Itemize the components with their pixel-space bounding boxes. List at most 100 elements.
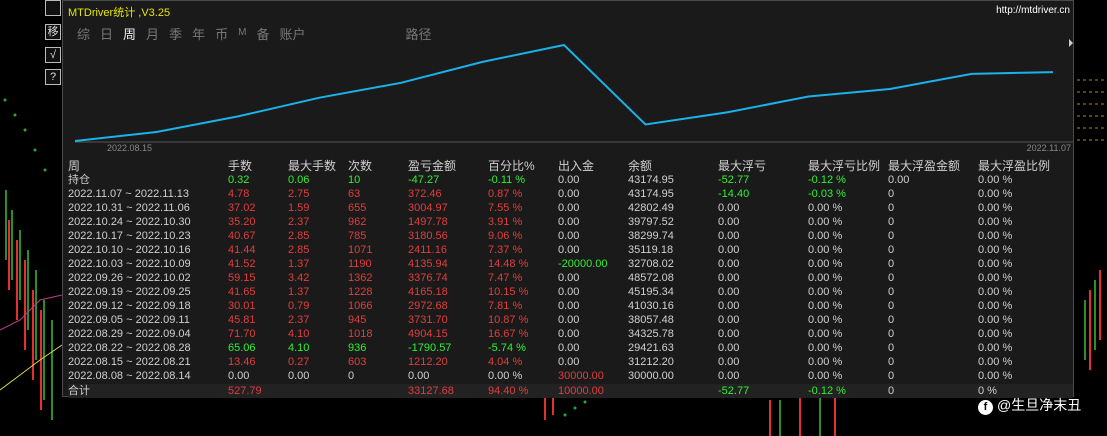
table-cell-col0: 2022.08.22 ~ 2022.08.28: [68, 342, 191, 354]
table-cell-col5: -0.11 %: [488, 174, 526, 186]
table-cell-col8: 0.00: [718, 328, 740, 340]
table-cell-col4: 4135.94: [408, 258, 448, 270]
table-cell-col4: 2411.16: [408, 244, 447, 256]
table-cell-col11: 0.00 %: [978, 258, 1013, 270]
table-cell-col0: 2022.08.08 ~ 2022.08.14: [68, 370, 191, 382]
table-cell-col2: 4.10: [288, 328, 310, 340]
table-cell-col2: 4.10: [288, 342, 310, 354]
table-cell-col9: 最大浮亏比例: [808, 159, 881, 173]
balance-line: [75, 43, 1054, 142]
table-cell-col3: 1018: [348, 328, 373, 340]
table-cell-col0: 2022.08.15 ~ 2022.08.21: [68, 356, 191, 368]
table-cell-col9: 0.00 %: [808, 244, 843, 256]
table-row: 2022.09.26 ~ 2022.10.02 59.15 3.42 1362 3376…: [68, 271, 1073, 285]
table-row: 2022.08.29 ~ 2022.09.04 71.70 4.10 1018 4904…: [68, 327, 1073, 341]
table-row-holding: 持仓 0.32 0.06 10 -47.27 -0.11 % 0.00 43174.95 -52…: [68, 173, 1073, 187]
table-cell-col10: 0: [888, 244, 895, 256]
table-cell-col9: 0.00 %: [808, 314, 843, 326]
table-cell-col10: 0: [888, 370, 895, 382]
check-button[interactable]: √: [45, 47, 61, 63]
table-cell-col5: 7.55 %: [488, 202, 523, 214]
table-cell-col0: 2022.08.29 ~ 2022.09.04: [68, 328, 191, 340]
table-cell-col9: 0.00 %: [808, 342, 843, 354]
tab-month[interactable]: 月: [146, 27, 160, 42]
table-cell-col7: 32708.02: [628, 258, 674, 270]
tab-currency[interactable]: 币: [215, 27, 229, 42]
table-cell-col8: 0.00: [718, 314, 740, 326]
table-cell-col2: 1.37: [288, 286, 310, 298]
table-cell-col1: 0.00: [228, 370, 250, 382]
balance-curve-chart: 2022.08.15 2022.11.07: [75, 39, 1073, 153]
table-row: 2022.08.15 ~ 2022.08.21 13.46 0.27 603 1212.…: [68, 355, 1073, 369]
table-cell-col4: 4904.15: [408, 328, 448, 340]
table-cell-col2: 1.59: [288, 202, 310, 214]
tab-account[interactable]: 账户: [279, 27, 306, 42]
table-cell-col6: 10000.00: [558, 385, 604, 397]
table-cell-col2: 0.27: [288, 356, 310, 368]
table-cell-col8: 0.00: [718, 370, 740, 382]
table-cell-col10: 0: [888, 385, 895, 397]
table-cell-col1: 71.70: [228, 328, 256, 340]
table-cell-col1: 45.81: [228, 314, 256, 326]
table-cell-col3: 1071: [348, 244, 373, 256]
table-cell-col1: 65.06: [228, 342, 256, 354]
table-cell-col4: 3180.56: [408, 230, 448, 242]
table-cell-col8: 0.00: [718, 258, 740, 270]
table-cell-col4: 3004.97: [408, 202, 448, 214]
table-row: 2022.08.22 ~ 2022.08.28 65.06 4.10 936 -1790…: [68, 341, 1073, 355]
table-cell-col9: 0.00 %: [808, 370, 843, 382]
table-cell-col0: 2022.10.24 ~ 2022.10.30: [68, 216, 191, 228]
table-cell-col4: 1497.78: [408, 216, 448, 228]
table-cell-col5: 16.67 %: [488, 328, 529, 340]
table-cell-col1: 41.52: [228, 258, 256, 270]
table-cell-col2: 1.37: [288, 258, 310, 270]
table-cell-col1: 37.02: [228, 202, 256, 214]
table-cell-col7: 38299.74: [628, 230, 674, 242]
help-button[interactable]: ?: [45, 69, 61, 85]
table-cell-col9: 0.00 %: [808, 328, 843, 340]
table-cell-col4: 盈亏金额: [408, 159, 457, 173]
table-cell-col9: -0.12 %: [808, 385, 846, 397]
table-cell-col3: 962: [348, 216, 367, 228]
path-button[interactable]: 路径: [405, 27, 432, 42]
table-row: 2022.11.07 ~ 2022.11.13 4.78 2.75 63 372.46 0…: [68, 187, 1073, 201]
table-header-row: 周 手数 最大手数 次数 盈亏金额 百分比% 出入金 余额 最大浮亏 最大浮亏比例 最大浮盈金额 最大…: [68, 159, 1073, 173]
table-cell-col6: 0.00: [558, 314, 580, 326]
tab-m[interactable]: M: [238, 27, 247, 38]
table-cell-col9: 0.00 %: [808, 300, 843, 312]
table-cell-col10: 0: [888, 300, 895, 312]
tab-notes[interactable]: 备: [256, 27, 270, 42]
table-row: 2022.10.10 ~ 2022.10.16 41.44 2.85 1071 2411…: [68, 243, 1073, 257]
table-cell-col2: 最大手数: [288, 159, 337, 173]
table-cell-col2: 2.37: [288, 314, 310, 326]
table-cell-col8: 0.00: [718, 356, 740, 368]
table-cell-col8: 0.00: [718, 216, 740, 228]
table-cell-col10: 0: [888, 342, 895, 354]
table-cell-col2: 0.06: [288, 174, 310, 186]
tab-day[interactable]: 日: [100, 27, 114, 42]
tab-year[interactable]: 年: [192, 27, 206, 42]
table-cell-col5: 14.48 %: [488, 258, 529, 270]
table-cell-col0: 2022.09.05 ~ 2022.09.11: [68, 314, 190, 326]
table-cell-col1: 59.15: [228, 272, 256, 284]
table-cell-col6: 0.00: [558, 286, 580, 298]
tab-overview[interactable]: 综: [77, 27, 91, 42]
table-cell-col8: 0.00: [718, 202, 740, 214]
chart-control-button-top[interactable]: [45, 0, 61, 16]
table-cell-col3: 次数: [348, 159, 373, 173]
table-row: 2022.09.05 ~ 2022.09.11 45.81 2.37 945 3731.…: [68, 313, 1073, 327]
table-row: 2022.10.03 ~ 2022.10.09 41.52 1.37 1190 4135…: [68, 257, 1073, 271]
table-cell-col5: 百分比%: [488, 159, 535, 173]
table-cell-col11: 0.00 %: [978, 314, 1013, 326]
table-cell-col4: 3376.74: [408, 272, 448, 284]
table-cell-col4: 33127.68: [408, 385, 454, 397]
table-cell-col1: 40.67: [228, 230, 256, 242]
website-link[interactable]: http://mtdriver.cn: [996, 5, 1070, 16]
table-cell-col10: 最大浮盈金额: [888, 159, 961, 173]
table-cell-col1: 0.32: [228, 174, 250, 186]
tab-week[interactable]: 周: [123, 27, 137, 42]
move-button[interactable]: 移: [45, 24, 61, 40]
table-cell-col7: 45195.34: [628, 286, 674, 298]
table-cell-col2: 2.37: [288, 216, 310, 228]
tab-quarter[interactable]: 季: [169, 27, 183, 42]
